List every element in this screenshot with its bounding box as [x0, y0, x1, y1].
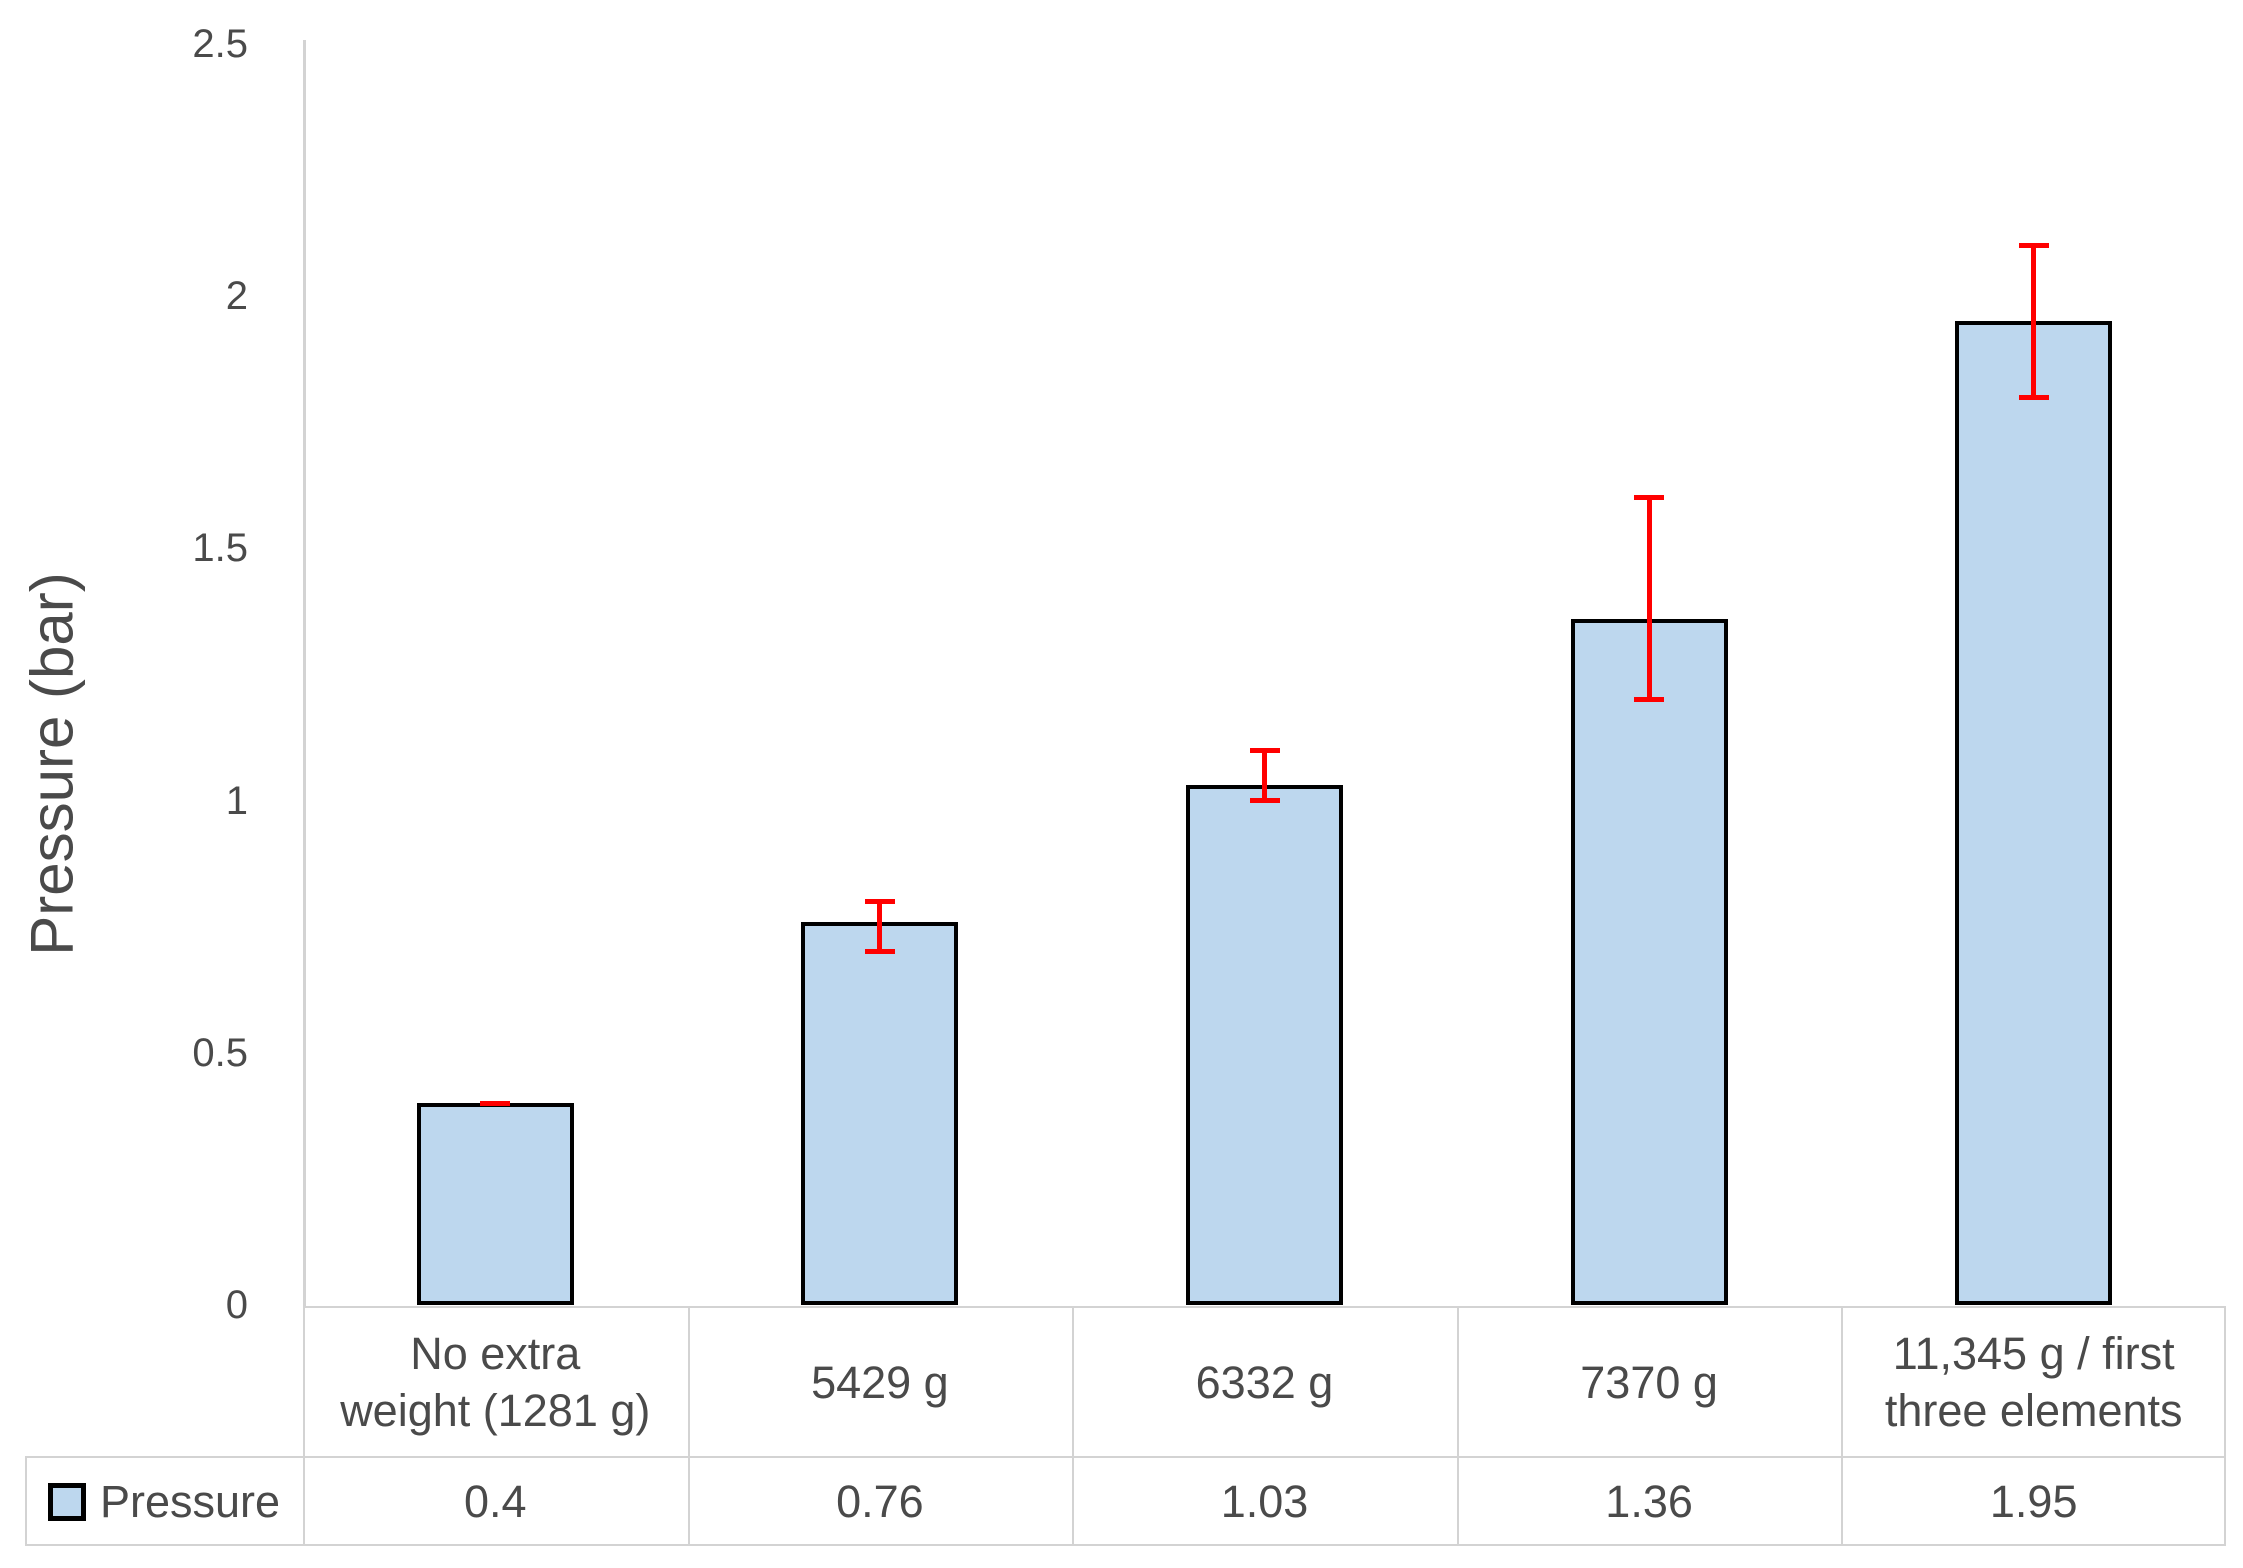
- table-v-line-legend-left: [25, 1457, 27, 1545]
- y-tick-label: 2: [225, 274, 248, 319]
- legend-series-label: Pressure: [99, 1476, 281, 1527]
- y-tick-label: 0.5: [192, 1030, 248, 1075]
- table-v-line-5: [2224, 1307, 2226, 1545]
- error-bar-line-4: [1646, 497, 1652, 700]
- category-cell-2: 5429 g: [811, 1356, 949, 1408]
- value-cell-1: 0.4: [464, 1475, 527, 1527]
- value-cell-3: 1.03: [1220, 1475, 1309, 1527]
- table-h-line-2: [25, 1544, 2226, 1546]
- table-v-line-4: [1841, 1307, 1844, 1545]
- bar-3: [1186, 785, 1343, 1305]
- y-tick-label: 1.5: [192, 526, 248, 571]
- error-bar-cap-2-top: [864, 898, 895, 904]
- error-bar-cap-2-bottom: [864, 949, 895, 955]
- error-bar-cap-4-bottom: [1634, 697, 1665, 703]
- category-cell-4: 7370 g: [1580, 1356, 1718, 1408]
- y-tick-label: 2.5: [192, 22, 248, 66]
- bar-1: [416, 1103, 574, 1305]
- error-bar-cap-5-bottom: [2018, 394, 2049, 400]
- category-cell-1: No extra weight (1281 g): [340, 1328, 651, 1436]
- legend-key-swatch: [47, 1483, 86, 1521]
- error-bar-cap-5-top: [2018, 243, 2049, 249]
- bar-4: [1570, 619, 1728, 1305]
- category-cell-5: 11,345 g / first three elements: [1884, 1328, 2183, 1436]
- category-cell-3: 6332 g: [1195, 1356, 1334, 1408]
- error-bar-cap-3-top: [1249, 747, 1280, 753]
- error-bar-cap-4-top: [1634, 495, 1665, 501]
- table-v-line-1: [687, 1307, 690, 1545]
- error-bar-line-5: [2031, 245, 2037, 398]
- bar-5: [1955, 321, 2113, 1305]
- value-cell-2: 0.76: [836, 1475, 924, 1527]
- table-h-line-0: [303, 1306, 2226, 1308]
- y-tick-label: 1: [225, 778, 248, 823]
- value-cell-5: 1.95: [1989, 1475, 2078, 1527]
- table-v-line-0: [303, 1307, 305, 1545]
- table-v-line-3: [1456, 1307, 1459, 1545]
- bar-2: [801, 921, 959, 1305]
- table-h-line-1: [25, 1456, 2226, 1458]
- table-v-line-2: [1072, 1307, 1075, 1545]
- value-cell-4: 1.36: [1605, 1475, 1693, 1527]
- y-tick-label: 0: [225, 1283, 248, 1327]
- error-bar-cap-3-bottom: [1249, 798, 1280, 804]
- legend-cell: Pressure: [25, 1459, 303, 1545]
- error-bar-cap-1-bottom: [480, 1100, 511, 1106]
- y-axis-title: Pressure (bar): [18, 572, 86, 956]
- error-bar-line-3: [1262, 750, 1267, 801]
- error-bar-line-2: [877, 901, 883, 952]
- y-axis-line: [303, 40, 306, 1307]
